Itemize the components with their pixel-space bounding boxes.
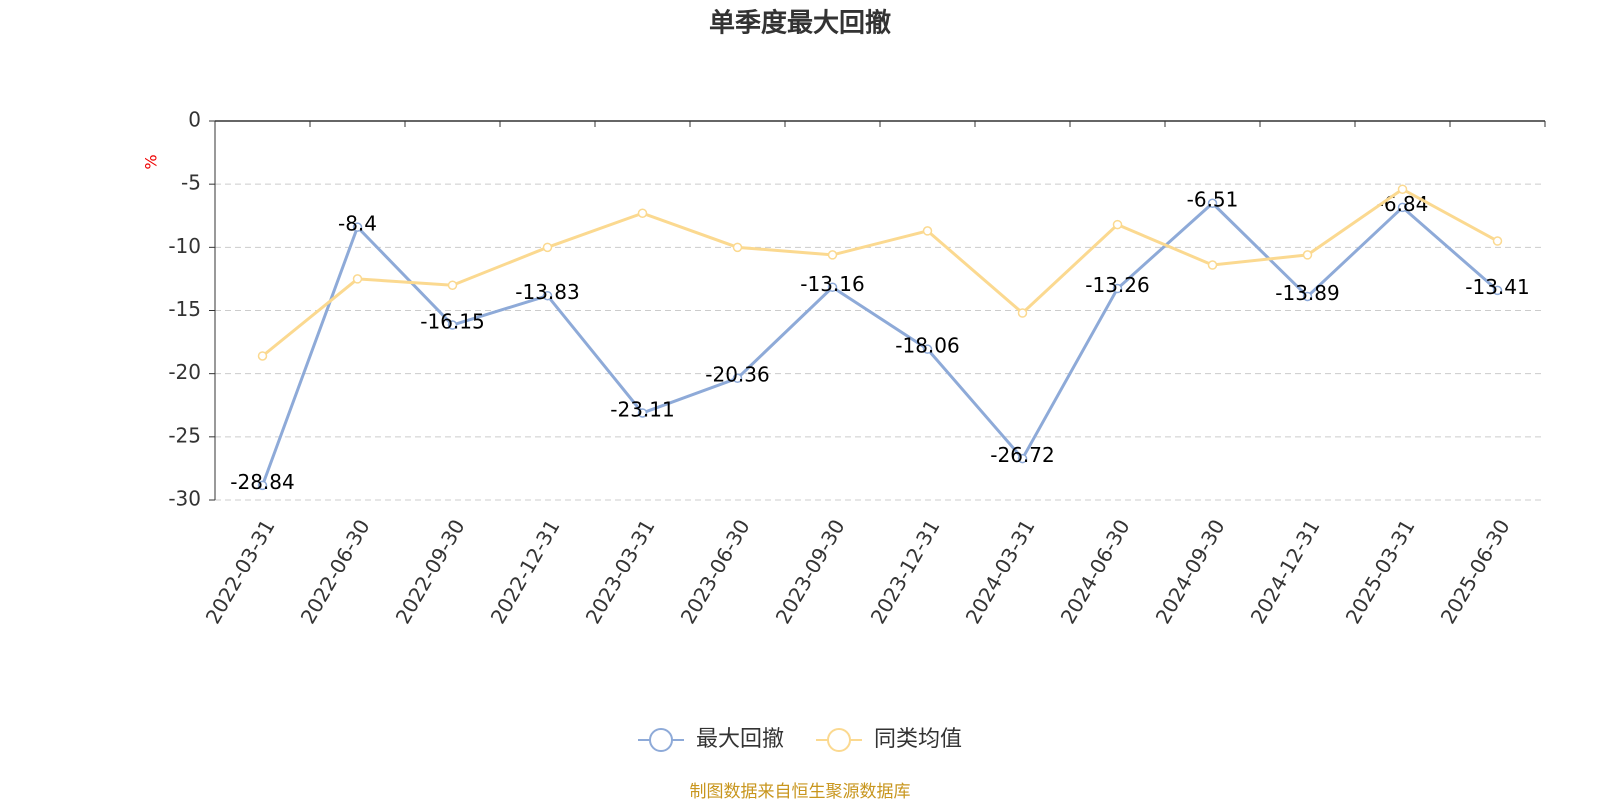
point: [1207, 198, 1218, 208]
data-label: -13.83: [515, 280, 579, 304]
point: [447, 280, 458, 290]
point: [922, 226, 933, 236]
data-label: -6.51: [1187, 188, 1239, 212]
point: [827, 250, 838, 260]
x-tick-label: 2024-12-31: [1246, 515, 1325, 628]
x-tick-label: 2022-12-31: [486, 515, 565, 628]
data-label: -13.41: [1465, 275, 1529, 299]
point: [732, 242, 743, 253]
point: [1302, 250, 1313, 260]
y-tick-label: -30: [168, 487, 201, 511]
point: [732, 373, 743, 383]
point: [352, 274, 363, 284]
data-label: -13.89: [1275, 281, 1339, 305]
point: [1017, 308, 1028, 318]
y-tick-label: -25: [168, 423, 201, 447]
data-label: -16.15: [420, 310, 484, 334]
x-tick-label: 2023-09-30: [771, 515, 850, 628]
chart-title: 单季度最大回撤: [709, 8, 891, 39]
data-label: -13.16: [800, 272, 864, 296]
x-tick-label: 2024-06-30: [1056, 515, 1135, 628]
point: [1397, 202, 1408, 213]
y-tick-label: -10: [168, 234, 201, 258]
point: [447, 320, 458, 330]
point: [1112, 283, 1123, 294]
x-tick-label: 2024-03-31: [961, 515, 1040, 628]
x-tick-label: 2025-06-30: [1436, 515, 1515, 628]
series-line: [261, 201, 1499, 486]
data-label: -13.26: [1085, 273, 1149, 297]
y-tick-label: 0: [188, 108, 201, 132]
point: [352, 222, 363, 232]
point: [637, 408, 648, 418]
series-line: [261, 187, 1499, 358]
x-tick-label: 2023-03-31: [581, 515, 660, 628]
point: [257, 480, 268, 491]
point: [1397, 184, 1408, 194]
x-tick-label: 2024-09-30: [1151, 515, 1230, 628]
x-tick-label: 2023-12-31: [866, 515, 945, 628]
y-tick-label: -20: [168, 360, 201, 384]
data-label: -23.11: [610, 397, 674, 421]
data-label: -28.84: [230, 470, 294, 494]
point: [1112, 219, 1123, 230]
point: [1302, 291, 1313, 302]
y-tick-label: -15: [168, 297, 201, 321]
x-tick-label: 2023-06-30: [676, 515, 755, 628]
x-tick-label: 2022-09-30: [391, 515, 470, 628]
x-tick-label: 2022-03-31: [201, 515, 280, 628]
point: [922, 344, 933, 354]
legend-symbol: [649, 728, 673, 752]
point: [637, 208, 648, 218]
point: [542, 242, 553, 253]
data-label: -20.36: [705, 363, 769, 387]
point: [1492, 285, 1503, 296]
point: [257, 351, 268, 361]
point: [1207, 260, 1218, 270]
x-tick-label: 2022-06-30: [296, 515, 375, 628]
data-label: -8.4: [338, 212, 377, 236]
point: [1492, 236, 1503, 246]
legend-label: 最大回撤: [696, 727, 784, 752]
point: [827, 282, 838, 293]
data-label: -26.72: [990, 443, 1054, 467]
data-label: -18.06: [895, 334, 959, 358]
data-label: -6.84: [1377, 192, 1429, 216]
footer: 制图数据来自恒生聚源数据库: [690, 782, 911, 800]
legend-symbol: [827, 728, 851, 752]
y-tick-label: -5: [181, 171, 201, 195]
legend-label: 同类均值: [874, 727, 962, 752]
y-axis-label: %: [142, 154, 161, 169]
point: [1017, 453, 1028, 464]
point: [542, 290, 553, 301]
x-tick-label: 2025-03-31: [1341, 515, 1420, 628]
